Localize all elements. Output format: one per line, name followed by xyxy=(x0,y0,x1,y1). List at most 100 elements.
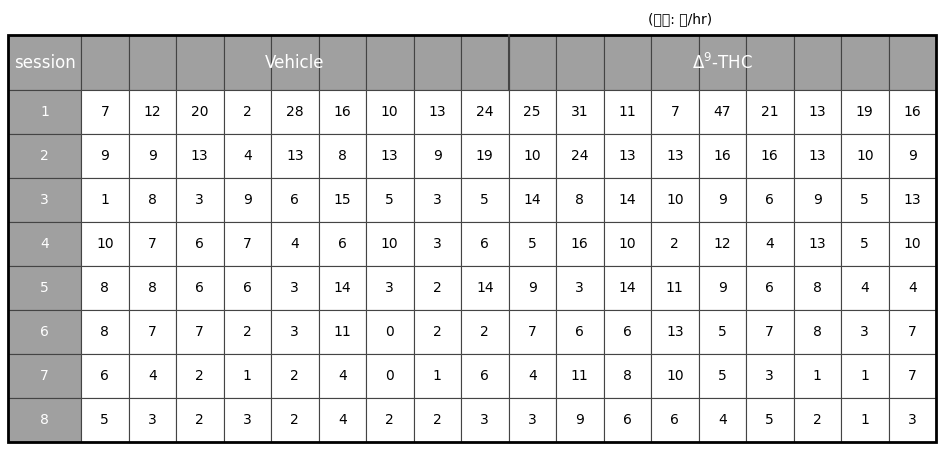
Bar xyxy=(794,35,841,90)
Bar xyxy=(224,134,271,178)
Bar xyxy=(413,310,461,354)
Bar xyxy=(461,266,509,310)
Bar xyxy=(271,354,318,398)
Bar xyxy=(461,35,509,90)
Text: 0: 0 xyxy=(385,325,395,339)
Text: 9: 9 xyxy=(243,193,252,207)
Bar xyxy=(841,310,888,354)
Text: 8: 8 xyxy=(148,193,157,207)
Text: 3: 3 xyxy=(528,413,536,427)
Bar xyxy=(746,266,794,310)
Bar xyxy=(8,35,81,90)
Bar xyxy=(603,398,651,442)
Text: 13: 13 xyxy=(429,105,447,119)
Text: 6: 6 xyxy=(243,281,252,295)
Text: 6: 6 xyxy=(338,237,346,251)
Bar xyxy=(176,178,224,222)
Bar xyxy=(128,222,176,266)
Text: 9: 9 xyxy=(528,281,537,295)
Bar xyxy=(413,90,461,134)
Text: 14: 14 xyxy=(618,281,636,295)
Bar xyxy=(271,35,318,90)
Text: Vehicle: Vehicle xyxy=(265,54,325,72)
Bar xyxy=(794,134,841,178)
Bar xyxy=(366,310,413,354)
Text: 6: 6 xyxy=(623,413,632,427)
Bar xyxy=(224,90,271,134)
Text: 8: 8 xyxy=(623,369,632,383)
Text: 13: 13 xyxy=(666,149,683,163)
Bar xyxy=(271,222,318,266)
Text: 2: 2 xyxy=(291,413,299,427)
Bar xyxy=(461,90,509,134)
Bar xyxy=(651,354,699,398)
Bar xyxy=(81,134,128,178)
Bar xyxy=(746,35,794,90)
Bar xyxy=(509,90,556,134)
Bar xyxy=(651,178,699,222)
Text: 11: 11 xyxy=(571,369,589,383)
Text: 9: 9 xyxy=(908,149,917,163)
Bar xyxy=(509,35,556,90)
Bar xyxy=(888,266,936,310)
Bar xyxy=(651,310,699,354)
Bar xyxy=(318,222,366,266)
Bar xyxy=(224,310,271,354)
Text: 7: 7 xyxy=(908,325,917,339)
Text: $\Delta^9$-THC: $\Delta^9$-THC xyxy=(692,53,752,72)
Text: 1: 1 xyxy=(100,193,110,207)
Bar xyxy=(176,354,224,398)
Text: 14: 14 xyxy=(476,281,494,295)
Text: 3: 3 xyxy=(291,281,299,295)
Text: 6: 6 xyxy=(766,193,774,207)
Bar xyxy=(699,35,746,90)
Text: 2: 2 xyxy=(243,105,252,119)
Text: 7: 7 xyxy=(243,237,252,251)
Text: 4: 4 xyxy=(766,237,774,251)
Bar xyxy=(556,90,603,134)
Bar xyxy=(318,134,366,178)
Bar xyxy=(8,398,81,442)
Text: 6: 6 xyxy=(766,281,774,295)
Bar xyxy=(128,90,176,134)
Bar xyxy=(509,266,556,310)
Bar xyxy=(128,398,176,442)
Text: 47: 47 xyxy=(714,105,731,119)
Text: 3: 3 xyxy=(908,413,917,427)
Text: 19: 19 xyxy=(476,149,494,163)
Bar xyxy=(176,222,224,266)
Bar xyxy=(318,354,366,398)
Text: 3: 3 xyxy=(576,281,584,295)
Text: 10: 10 xyxy=(96,237,113,251)
Bar xyxy=(794,354,841,398)
Bar xyxy=(413,398,461,442)
Bar xyxy=(176,266,224,310)
Text: 7: 7 xyxy=(41,369,49,383)
Bar xyxy=(841,90,888,134)
Text: 2: 2 xyxy=(433,325,442,339)
Bar xyxy=(271,266,318,310)
Bar xyxy=(746,178,794,222)
Bar xyxy=(746,90,794,134)
Text: 25: 25 xyxy=(524,105,541,119)
Text: 6: 6 xyxy=(480,237,489,251)
Text: 0: 0 xyxy=(385,369,395,383)
Bar xyxy=(888,90,936,134)
Bar xyxy=(746,398,794,442)
Text: 2: 2 xyxy=(670,237,679,251)
Bar xyxy=(81,35,128,90)
Bar xyxy=(413,222,461,266)
Text: 2: 2 xyxy=(480,325,489,339)
Bar xyxy=(461,354,509,398)
Bar xyxy=(81,90,128,134)
Text: 10: 10 xyxy=(856,149,873,163)
Text: 9: 9 xyxy=(717,193,727,207)
Bar xyxy=(413,35,461,90)
Bar xyxy=(841,35,888,90)
Bar xyxy=(603,354,651,398)
Text: 7: 7 xyxy=(908,369,917,383)
Bar xyxy=(271,134,318,178)
Bar xyxy=(318,266,366,310)
Bar xyxy=(651,35,699,90)
Text: 2: 2 xyxy=(195,413,204,427)
